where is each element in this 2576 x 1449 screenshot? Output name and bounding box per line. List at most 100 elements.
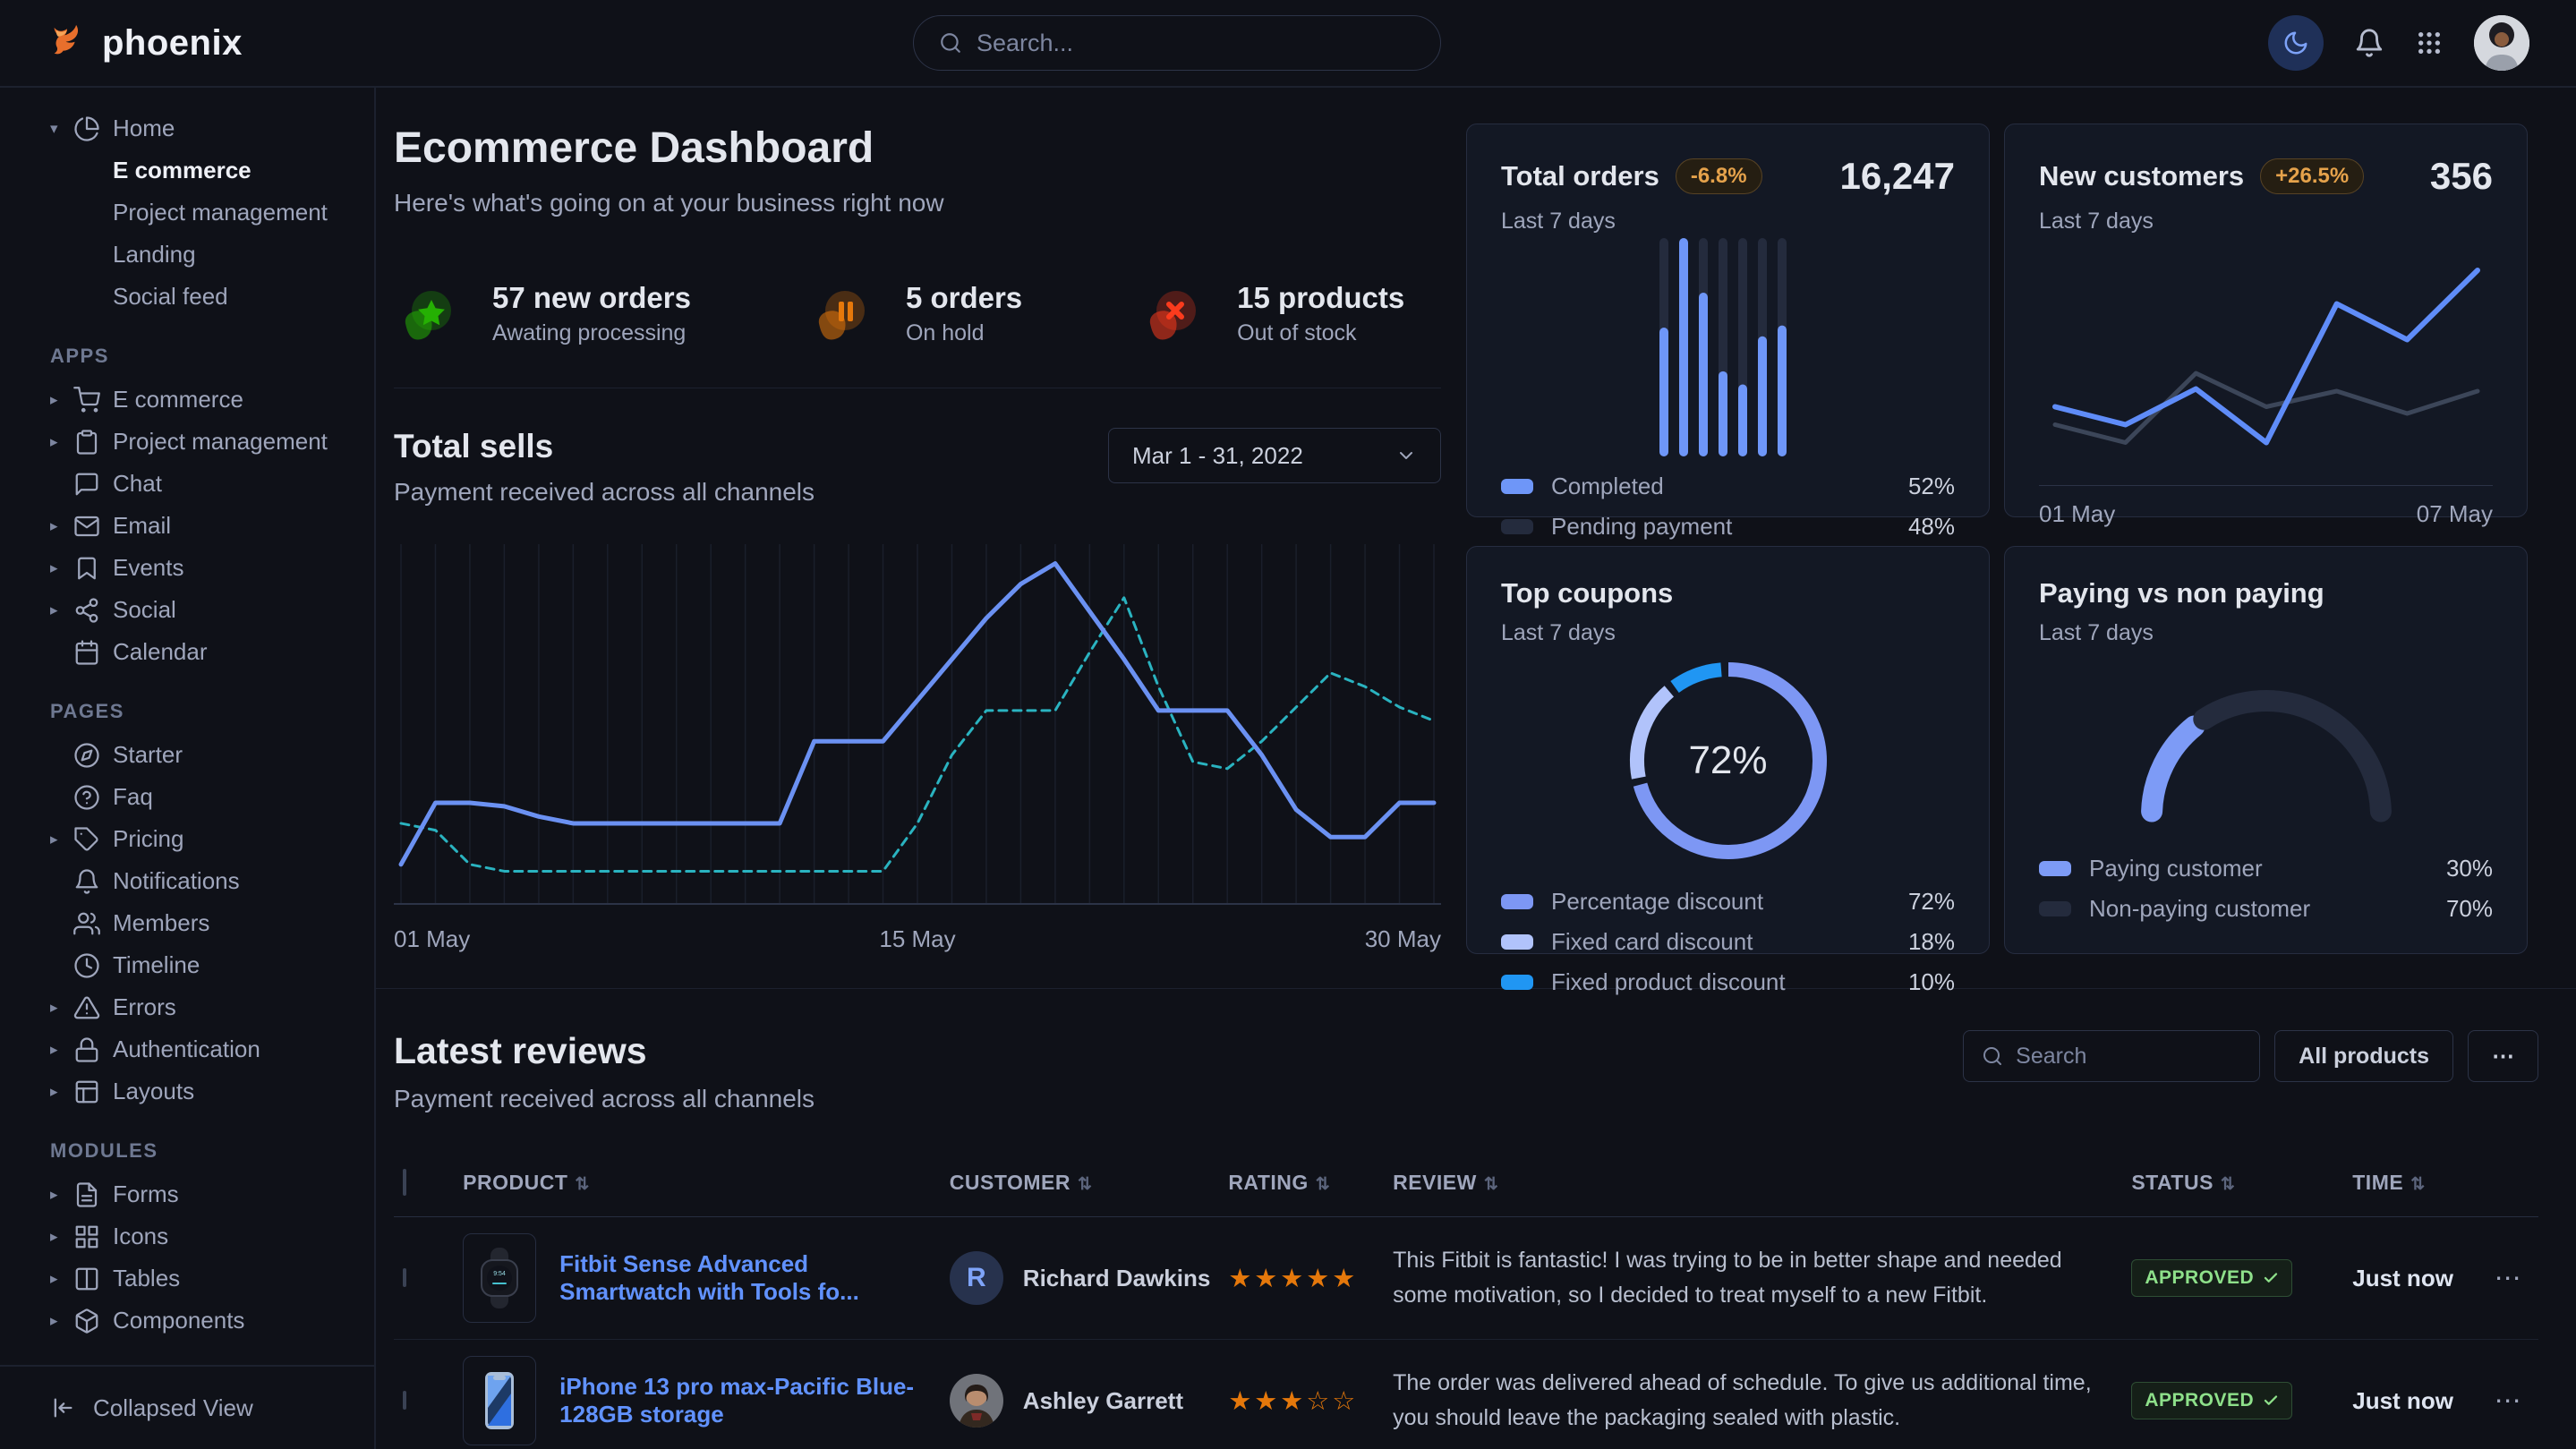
sidebar-item-components[interactable]: ▸Components: [0, 1300, 374, 1342]
apps-grid-button[interactable]: [2415, 29, 2444, 57]
chat-icon: [73, 471, 113, 498]
column-label: PRODUCT: [463, 1171, 567, 1194]
caret-right-icon: ▸: [50, 1228, 73, 1246]
x-tick: 01 May: [2039, 500, 2115, 528]
sidebar-item-layouts[interactable]: ▸Layouts: [0, 1070, 374, 1112]
date-range-select[interactable]: Mar 1 - 31, 2022: [1108, 428, 1441, 483]
calendar-icon: [73, 639, 113, 666]
sidebar-item-label: Authentication: [113, 1036, 260, 1063]
sidebar-item-label: Calendar: [113, 638, 208, 666]
column-header-rating[interactable]: RATING⇅: [1219, 1153, 1384, 1217]
sidebar-subitem-project-management[interactable]: Project management: [0, 192, 374, 234]
search-input[interactable]: [977, 30, 1415, 57]
caret-right-icon: ▸: [50, 433, 73, 451]
sidebar-item-label: Components: [113, 1307, 244, 1334]
row-menu-button[interactable]: ⋯: [2495, 1264, 2521, 1293]
row-checkbox[interactable]: [403, 1391, 406, 1410]
all-products-button[interactable]: All products: [2274, 1030, 2453, 1082]
review-time: Just now: [2352, 1265, 2453, 1291]
notifications-button[interactable]: [2354, 28, 2384, 58]
compass-icon: [73, 742, 113, 769]
reviews-title: Latest reviews: [394, 1030, 815, 1072]
sidebar-item-calendar[interactable]: Calendar: [0, 631, 374, 673]
sidebar-subitem-social-feed[interactable]: Social feed: [0, 276, 374, 318]
sidebar-item-label: Social: [113, 596, 176, 624]
pause-stat-icon: [807, 275, 884, 352]
card-subtitle: Last 7 days: [1501, 209, 1955, 234]
theme-toggle-button[interactable]: [2268, 15, 2324, 71]
column-header-review[interactable]: REVIEW⇅: [1384, 1153, 2122, 1217]
legend-value: 52%: [1908, 473, 1955, 500]
sidebar-section-label: MODULES: [0, 1112, 374, 1173]
brand-logo[interactable]: phoenix: [47, 22, 376, 64]
caret-right-icon: ▸: [50, 517, 73, 535]
sidebar-item-label: Members: [113, 909, 209, 937]
sidebar-item-icons[interactable]: ▸ Icons: [0, 1215, 374, 1257]
x-stat-icon: [1139, 275, 1215, 352]
sidebar-item-email[interactable]: ▸Email: [0, 505, 374, 547]
legend-value: 10%: [1908, 968, 1955, 996]
box-icon: [73, 1308, 113, 1334]
sidebar-item-pricing[interactable]: ▸Pricing: [0, 818, 374, 860]
sidebar-item-home[interactable]: ▾Home: [0, 107, 374, 149]
legend-label: Pending payment: [1551, 513, 1732, 541]
product-link[interactable]: Fitbit Sense Advanced Smartwatch with To…: [559, 1250, 932, 1306]
sidebar-item-events[interactable]: ▸Events: [0, 547, 374, 589]
more-options-button[interactable]: ⋯: [2468, 1030, 2538, 1082]
product-thumbnail[interactable]: 9:54: [463, 1233, 536, 1323]
sidebar-item-forms[interactable]: ▸Forms: [0, 1173, 374, 1215]
reviews-search-input[interactable]: [2016, 1044, 2241, 1070]
row-checkbox[interactable]: [403, 1268, 406, 1287]
card-subtitle: Last 7 days: [2039, 620, 2493, 646]
select-all-checkbox[interactable]: [403, 1169, 406, 1196]
sidebar-subitem-landing[interactable]: Landing: [0, 234, 374, 276]
column-header-customer[interactable]: CUSTOMER⇅: [941, 1153, 1220, 1217]
collapse-label: Collapsed View: [93, 1394, 253, 1422]
bell-icon: [73, 868, 113, 895]
review-text: This Fitbit is fantastic! I was trying t…: [1393, 1243, 2113, 1313]
sidebar-item-notifications[interactable]: Notifications: [0, 860, 374, 902]
new-customers-x-axis: 01 May07 May: [2039, 485, 2493, 528]
paying-card: Paying vs non paying Last 7 days Paying …: [2004, 546, 2528, 954]
sidebar-item-timeline[interactable]: Timeline: [0, 944, 374, 986]
row-menu-button[interactable]: ⋯: [2495, 1386, 2521, 1416]
sidebar-subitem-e-commerce[interactable]: E commerce: [0, 149, 374, 192]
sidebar-item-authentication[interactable]: ▸Authentication: [0, 1028, 374, 1070]
column-header-status[interactable]: STATUS⇅: [2122, 1153, 2343, 1217]
sidebar-item-tables[interactable]: ▸Tables: [0, 1257, 374, 1300]
sidebar-item-label: Icons: [113, 1223, 168, 1250]
sort-icon: ⇅: [2410, 1175, 2425, 1194]
collapsed-view-toggle[interactable]: Collapsed View: [0, 1365, 374, 1449]
total-sells-title: Total sells: [394, 428, 815, 465]
page-subtitle: Here's what's going on at your business …: [394, 189, 1441, 217]
sidebar-section-label: PAGES: [0, 673, 374, 734]
sidebar-item-project-management[interactable]: ▸Project management: [0, 421, 374, 463]
product-thumbnail[interactable]: [463, 1356, 536, 1445]
sidebar-item-e-commerce[interactable]: ▸E commerce: [0, 379, 374, 421]
sidebar-item-members[interactable]: Members: [0, 902, 374, 944]
sidebar-item-chat[interactable]: Chat: [0, 463, 374, 505]
new-customers-line-chart: [2039, 234, 2493, 485]
customer-avatar[interactable]: R: [950, 1251, 1003, 1305]
column-header-time[interactable]: TIME⇅: [2343, 1153, 2485, 1217]
total-sells-x-axis: 01 May15 May30 May: [394, 925, 1441, 953]
x-tick: 30 May: [1365, 925, 1441, 953]
clock-icon: [73, 952, 113, 979]
paying-legend: Paying customer30%Non-paying customer70%: [2039, 842, 2493, 923]
sidebar-item-starter[interactable]: Starter: [0, 734, 374, 776]
global-search[interactable]: [913, 15, 1441, 71]
card-title: Total orders: [1501, 160, 1659, 192]
user-avatar[interactable]: [2474, 15, 2529, 71]
sidebar-item-label: Tables: [113, 1265, 180, 1292]
sidebar-item-social[interactable]: ▸Social: [0, 589, 374, 631]
product-link[interactable]: iPhone 13 pro max-Pacific Blue-128GB sto…: [559, 1373, 932, 1428]
customer-avatar[interactable]: [950, 1374, 1003, 1428]
sidebar-item-label: Chat: [113, 470, 162, 498]
sidebar-item-faq[interactable]: Faq: [0, 776, 374, 818]
sidebar-item-errors[interactable]: ▸Errors: [0, 986, 374, 1028]
column-header-product[interactable]: PRODUCT⇅: [454, 1153, 941, 1217]
reviews-search[interactable]: [1963, 1030, 2260, 1082]
legend-row: Pending payment48%: [1501, 513, 1955, 541]
card-title: New customers: [2039, 160, 2244, 192]
legend-swatch: [1501, 519, 1533, 534]
